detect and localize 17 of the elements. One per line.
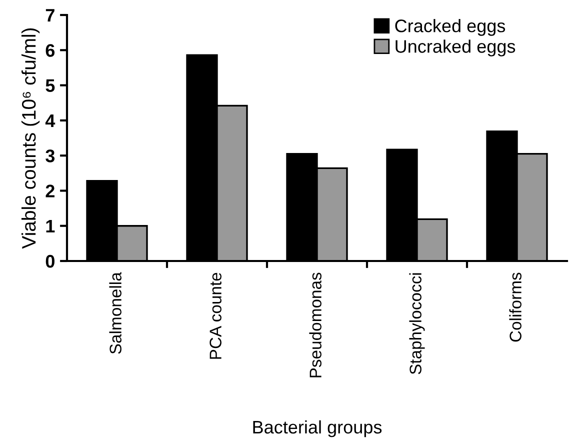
y-tick-label: 7 — [46, 9, 54, 22]
x-tick-label: Pseudomonas — [309, 272, 322, 378]
y-tick-label: 2 — [46, 184, 54, 198]
x-tick-label: Coliforms — [509, 272, 522, 342]
x-tick-label: Salmonella — [109, 272, 122, 354]
x-tick-label: PCA counte — [210, 272, 222, 359]
y-axis-title: Viable counts (10⁶ cfu/ml) — [21, 28, 40, 249]
y-tick-label: 0 — [46, 254, 54, 268]
x-tick-label: Staphylococci — [409, 273, 425, 374]
y-tick-label: 6 — [46, 44, 55, 57]
y-tick-label: 4 — [45, 114, 56, 127]
y-tick-label: 1 — [46, 220, 55, 232]
legend-label: Cracked eggs — [395, 19, 506, 36]
x-axis-title: Bacterial groups — [253, 420, 382, 438]
legend-label: Uncraked eggs — [396, 40, 516, 56]
y-tick-label: 3 — [46, 150, 55, 162]
y-tick-label: 5 — [46, 79, 55, 92]
